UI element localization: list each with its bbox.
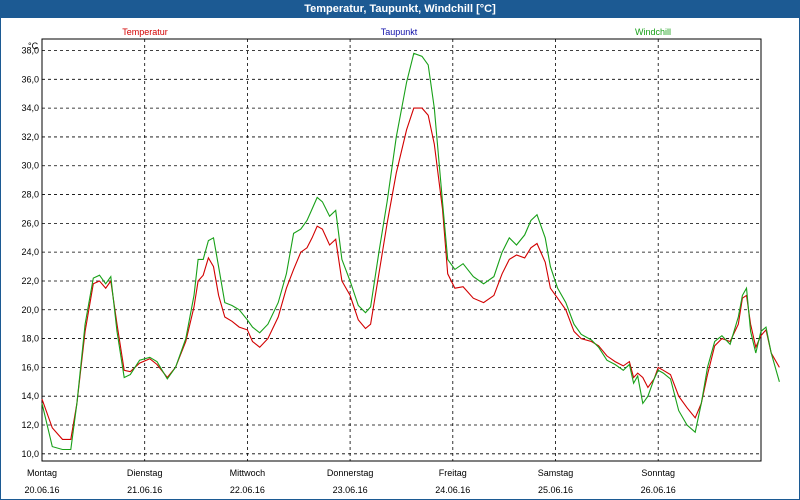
y-tick-label: 14,0 <box>21 391 39 401</box>
y-axis: 10,0 12,0 14,0 16,0 18,0 20,0 22,0 24,0 26,0 28,0… <box>21 46 39 459</box>
plot-border <box>41 38 762 462</box>
y-tick-label: 26,0 <box>21 218 39 228</box>
x-tick-day: Sonntag <box>641 468 675 478</box>
y-tick-label: 20,0 <box>21 305 39 315</box>
x-tick-date: 20.06.16 <box>24 485 59 495</box>
x-tick-date: 25.06.16 <box>538 485 573 495</box>
x-tick-date: 24.06.16 <box>435 485 470 495</box>
y-tick-label: 30,0 <box>21 161 39 171</box>
y-tick-label: 22,0 <box>21 276 39 286</box>
y-tick-label: 18,0 <box>21 334 39 344</box>
chart-canvas: 10,0 12,0 14,0 16,0 18,0 20,0 22,0 24,0 26,0 28,0… <box>21 27 780 495</box>
legend-windchill: Windchill <box>635 27 671 37</box>
y-tick-label: 12,0 <box>21 420 39 430</box>
x-tick-day: Freitag <box>439 468 467 478</box>
y-tick-label: 10,0 <box>21 449 39 459</box>
window-title: Temperatur, Taupunkt, Windchill [°C] <box>1 1 799 18</box>
y-tick-label: 28,0 <box>21 190 39 200</box>
y-tick-label: 38,0 <box>21 46 39 56</box>
legend-taupunkt: Taupunkt <box>381 27 418 37</box>
y-axis-unit: °C <box>28 41 39 51</box>
x-tick-day: Samstag <box>538 468 574 478</box>
series-line-temperatur <box>41 107 780 440</box>
series-group <box>41 52 780 451</box>
series-line-windchill <box>41 52 780 451</box>
y-tick-label: 34,0 <box>21 103 39 113</box>
y-tick-label: 16,0 <box>21 362 39 372</box>
grid <box>42 39 761 461</box>
x-tick-day: Donnerstag <box>327 468 374 478</box>
x-tick-date: 21.06.16 <box>127 485 162 495</box>
x-tick-day: Montag <box>27 468 57 478</box>
x-tick-date: 22.06.16 <box>230 485 265 495</box>
y-tick-label: 24,0 <box>21 247 39 257</box>
y-tick-label: 32,0 <box>21 132 39 142</box>
x-axis: Montag 20.06.16 Dienstag 21.06.16 Mittwoch 22… <box>24 468 675 495</box>
legend-temperatur: Temperatur <box>122 27 168 37</box>
x-tick-day: Mittwoch <box>230 468 266 478</box>
x-tick-date: 26.06.16 <box>641 485 676 495</box>
y-tick-label: 36,0 <box>21 74 39 84</box>
x-tick-day: Dienstag <box>127 468 163 478</box>
x-tick-date: 23.06.16 <box>333 485 368 495</box>
